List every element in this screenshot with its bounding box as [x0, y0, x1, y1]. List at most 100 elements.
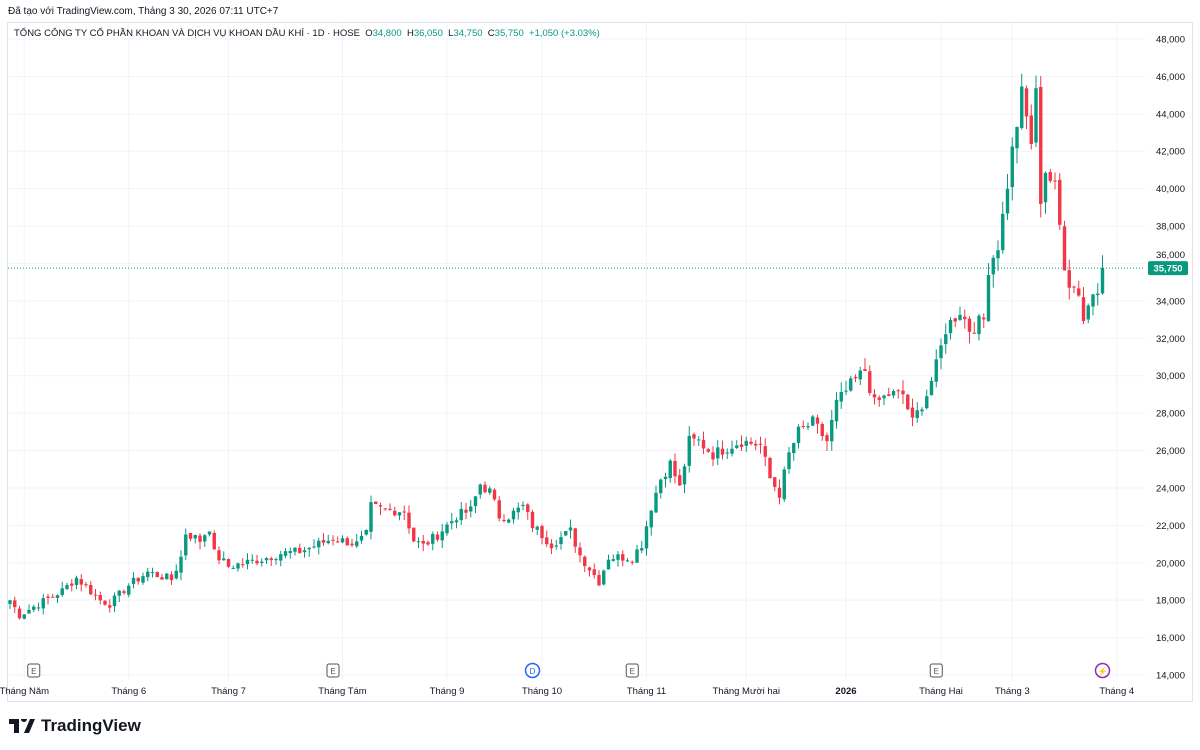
candle [725, 448, 729, 459]
candle [226, 558, 231, 568]
x-tick-label: Tháng 4 [1099, 686, 1134, 697]
candle [682, 463, 687, 494]
candle [578, 542, 582, 563]
candle [188, 532, 193, 542]
candle [1005, 173, 1010, 220]
event-marker-split[interactable]: ⚡ [1094, 662, 1111, 679]
candle [146, 567, 150, 582]
candle [374, 501, 378, 505]
candle [193, 534, 197, 544]
candle [174, 564, 178, 580]
candle [22, 614, 26, 620]
low-value: 34,750 [453, 28, 483, 39]
candle [972, 321, 976, 334]
candle [996, 240, 1000, 271]
candle [165, 572, 169, 580]
candle [279, 550, 283, 567]
candle [464, 502, 468, 520]
candle [393, 506, 397, 517]
candle [426, 540, 430, 546]
candle [36, 602, 41, 611]
x-tick-label: Tháng Năm [0, 686, 49, 697]
candle [369, 495, 373, 540]
candle [269, 556, 273, 566]
event-marker-earnings[interactable]: E [929, 663, 943, 678]
symbol-legend: TỔNG CÔNG TY CỔ PHẦN KHOAN VÀ DỊCH VỤ KH… [14, 28, 600, 39]
event-marker-earnings[interactable]: E [625, 663, 639, 678]
x-tick-label: Tháng Mười hai [712, 686, 780, 697]
candle [925, 389, 929, 410]
candle [991, 255, 995, 288]
y-tick-label: 18,000 [1156, 596, 1185, 607]
svg-text:E: E [330, 667, 335, 676]
candle [891, 389, 896, 399]
x-tick-label: Tháng Hai [919, 686, 963, 697]
candle [621, 550, 625, 567]
candle [967, 316, 972, 344]
event-marker-earnings[interactable]: E [27, 663, 41, 678]
svg-text:E: E [630, 667, 635, 676]
candle [516, 502, 520, 520]
candle [1067, 259, 1071, 300]
svg-text:D: D [530, 667, 536, 676]
candle [934, 349, 938, 388]
candle [602, 569, 606, 586]
candle [958, 306, 962, 321]
candle [203, 534, 207, 547]
y-tick-label: 22,000 [1156, 521, 1185, 532]
open-value: 34,800 [372, 28, 402, 39]
event-marker-earnings[interactable]: E [326, 663, 340, 678]
candle [469, 499, 473, 518]
svg-text:E: E [934, 667, 939, 676]
chart-frame[interactable] [7, 22, 1193, 702]
candle [298, 543, 302, 554]
candle [1039, 76, 1043, 218]
candle [706, 447, 710, 454]
candle [768, 456, 772, 479]
candle [1048, 168, 1052, 184]
candle [492, 488, 497, 501]
candle [331, 535, 335, 546]
candle [663, 472, 668, 488]
candle [1015, 126, 1019, 164]
low-label: L [448, 28, 454, 39]
candle [583, 555, 587, 573]
candle [307, 547, 311, 557]
candle [488, 486, 492, 495]
candle [920, 407, 924, 416]
candle [1001, 201, 1005, 254]
candle [820, 422, 824, 441]
candle [568, 519, 573, 539]
candle [792, 442, 796, 461]
y-tick-label: 46,000 [1156, 72, 1185, 83]
candle [217, 546, 221, 565]
candle [896, 389, 900, 399]
x-tick-label: Tháng 7 [211, 686, 246, 697]
candle [32, 604, 36, 613]
candle [364, 529, 368, 536]
y-tick-label: 44,000 [1156, 109, 1185, 120]
candle [141, 572, 145, 585]
y-tick-label: 30,000 [1156, 371, 1185, 382]
candle [1072, 285, 1076, 294]
candle [359, 530, 364, 544]
y-tick-label: 24,000 [1156, 483, 1185, 494]
candle [507, 518, 511, 524]
candle [241, 558, 245, 568]
candle [222, 551, 226, 561]
event-marker-dividend[interactable]: D [524, 662, 541, 679]
candle [815, 414, 820, 434]
y-tick-label: 32,000 [1156, 334, 1185, 345]
candle [1096, 283, 1100, 306]
candle [872, 389, 877, 405]
candle [825, 432, 829, 452]
tradingview-logo[interactable]: TradingView [9, 716, 141, 736]
last-price-label: 35,750 [1153, 264, 1182, 275]
candle [293, 547, 297, 556]
candle [830, 409, 834, 451]
candle [716, 440, 720, 466]
candle [782, 466, 786, 502]
candle [46, 593, 50, 605]
candle [27, 604, 31, 614]
